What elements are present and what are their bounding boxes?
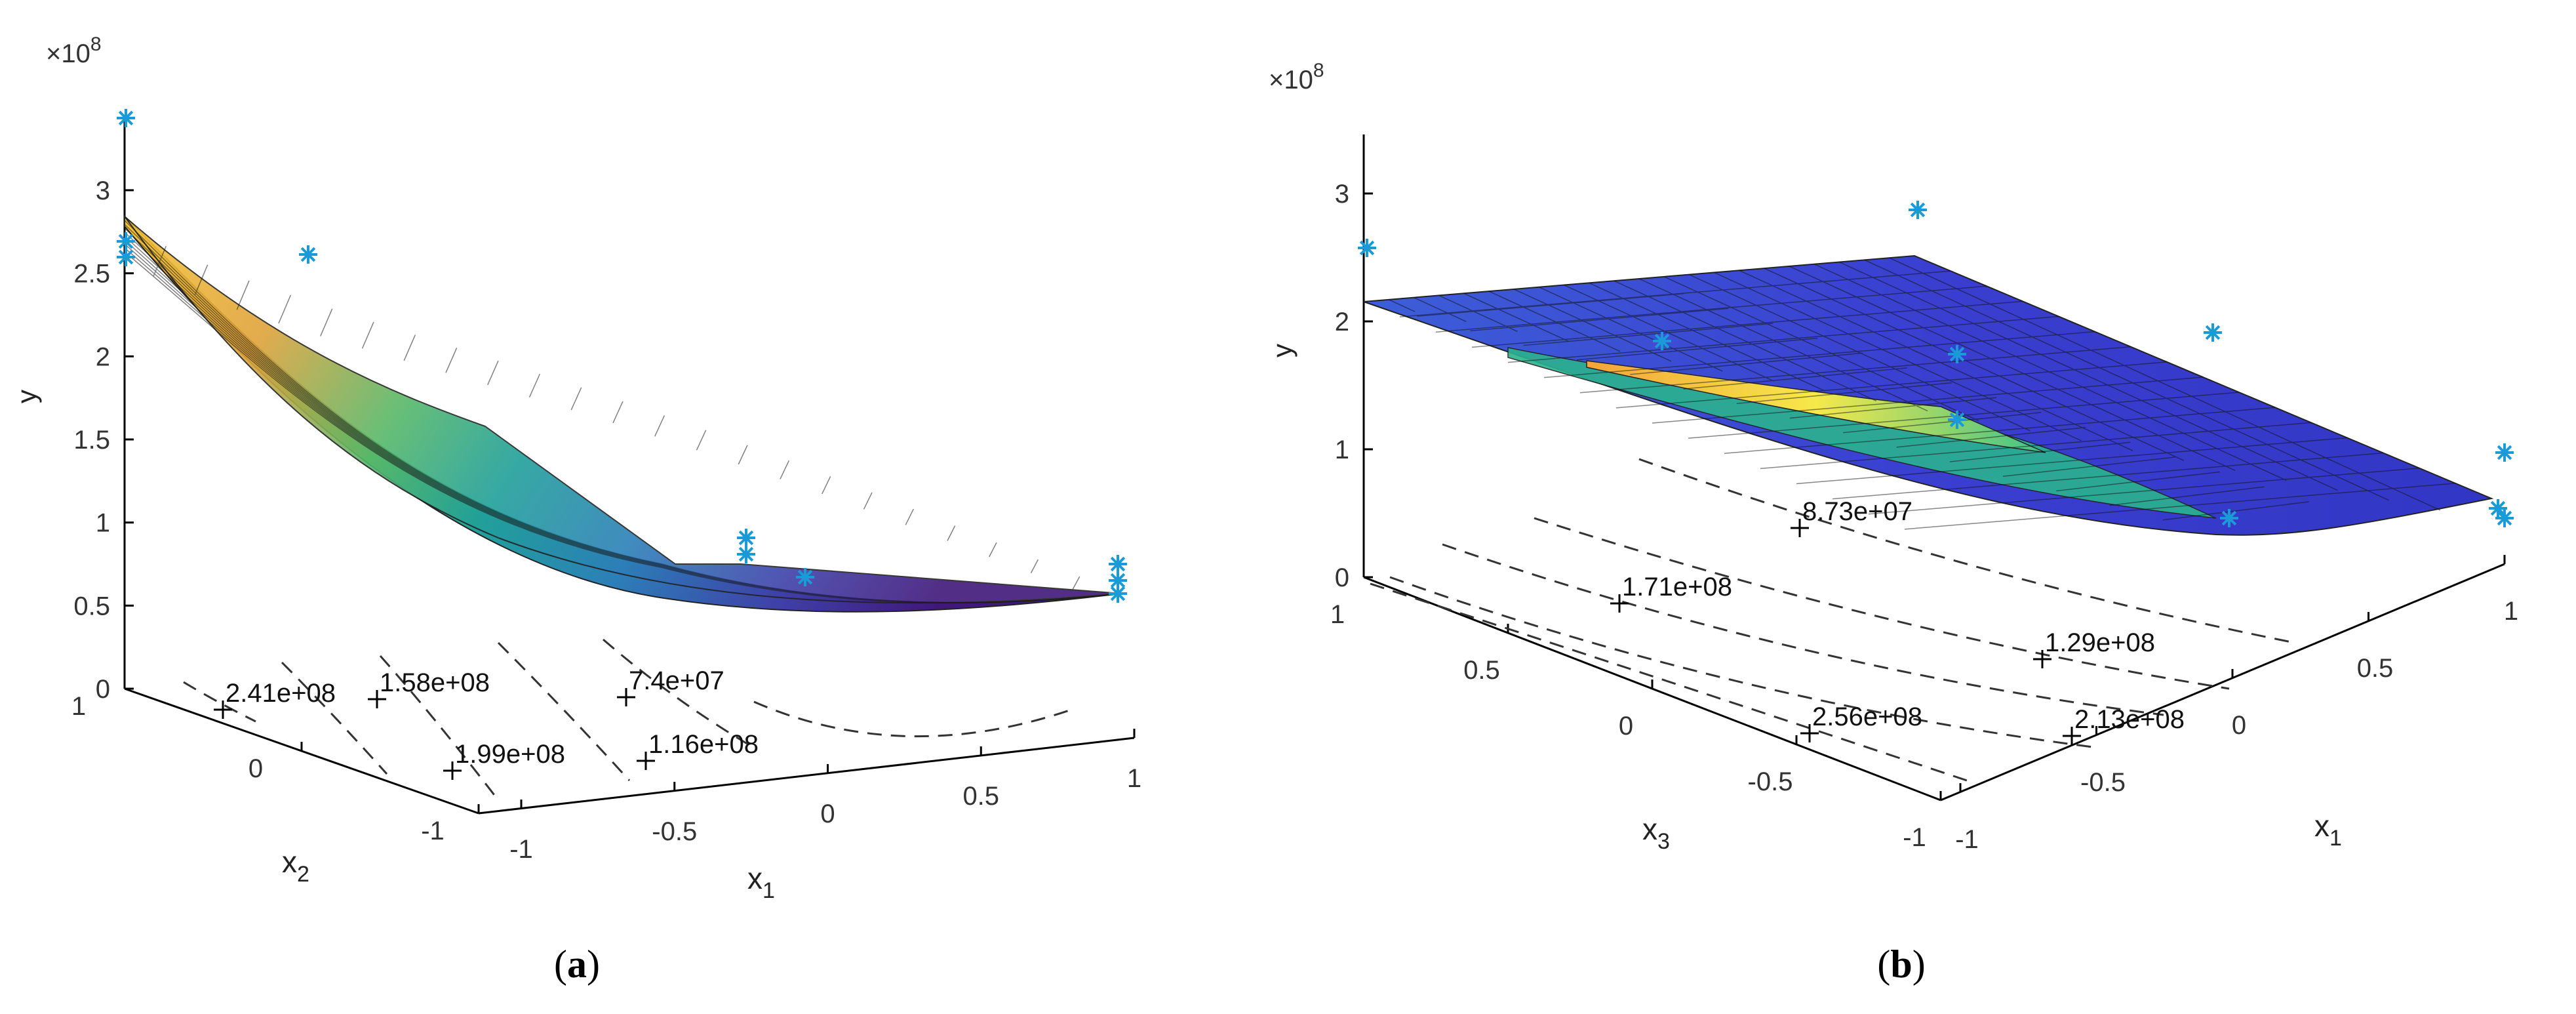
observed-point — [117, 232, 135, 251]
y-tick-label: 0 — [248, 754, 263, 783]
z-tick-label: 2 — [96, 342, 110, 371]
observed-point — [1109, 584, 1127, 603]
observed-point — [737, 545, 755, 563]
contour-label: 1.58e+08 — [368, 668, 490, 708]
y-axis-label-b: x3 — [1642, 812, 1670, 854]
observed-point — [2495, 443, 2514, 462]
observed-point — [1109, 555, 1127, 573]
observed-point — [2204, 323, 2222, 342]
y-ticks-b: 1 0.5 0 -0.5 -1 — [1330, 568, 1942, 852]
x-tick-label: -0.5 — [652, 817, 697, 846]
z-tick-label: 0 — [96, 675, 110, 704]
observed-point — [1948, 345, 1966, 363]
observed-point — [2220, 509, 2238, 527]
y-tick-label: -1 — [1903, 823, 1926, 852]
x-axis-label-a: x1 — [747, 861, 775, 903]
observed-point — [2489, 499, 2507, 517]
x-tick-label: -1 — [509, 835, 533, 864]
contour-lines-b — [1370, 458, 2295, 782]
chart-panel-a: 00.511.522.53 -1-0.500.51 10-1 ×108 y x2… — [11, 33, 1141, 986]
svg-text:1.16e+08: 1.16e+08 — [648, 730, 759, 759]
z-axis-label-a: y — [11, 390, 42, 403]
observed-point — [796, 568, 814, 586]
contour-label: 1.29e+08 — [2033, 628, 2155, 668]
contour-labels-b: 8.73e+07 1.71e+08 1.29e+08 2.13e+08 2.56e+08 — [1610, 497, 2185, 745]
panel-caption-a: (a) — [554, 943, 600, 986]
x-tick-label: 0.5 — [2357, 654, 2394, 683]
observed-point — [117, 248, 135, 266]
z-axis-label-b: y — [1267, 344, 1298, 357]
x-tick-label: 1 — [2504, 597, 2518, 626]
svg-text:1.71e+08: 1.71e+08 — [1622, 573, 1732, 601]
observed-point — [299, 245, 317, 264]
observed-point — [1909, 201, 1927, 219]
x-tick-label: 0.5 — [962, 782, 999, 811]
exponent-label-b: ×108 — [1269, 60, 1324, 94]
z-tick-label: 2 — [1335, 308, 1349, 336]
z-tick-label: 1 — [96, 509, 110, 538]
z-tick-label: 0.5 — [73, 592, 110, 620]
z-tick-label: 2.5 — [73, 260, 110, 289]
y-axis-label-a: x2 — [282, 845, 309, 887]
x-ticks-b: -1 -0.5 0 0.5 1 — [1955, 555, 2518, 854]
x-tick-label: 0 — [2232, 711, 2246, 740]
svg-text:2.41e+08: 2.41e+08 — [226, 679, 336, 708]
observed-points-a — [117, 109, 1127, 603]
contour-label: 1.16e+08 — [637, 730, 759, 770]
y-tick-label: -0.5 — [1748, 767, 1793, 796]
z-tick-label: 1.5 — [73, 426, 110, 455]
x-axis-line-a — [478, 737, 1135, 815]
z-tick-label: 1 — [1335, 436, 1349, 464]
surface-a — [124, 214, 1122, 613]
svg-text:1.99e+08: 1.99e+08 — [455, 740, 565, 769]
z-ticks-a: 0 0.5 1 1.5 2 2.5 3 — [73, 176, 134, 704]
svg-text:1.29e+08: 1.29e+08 — [2045, 628, 2155, 657]
z-tick-label: 0 — [1335, 563, 1349, 592]
svg-text:2.13e+08: 2.13e+08 — [2074, 705, 2185, 734]
observed-point — [2495, 509, 2514, 527]
x-axis-label-b: x1 — [2314, 809, 2342, 851]
contour-label: 2.13e+08 — [2063, 705, 2185, 745]
observed-point — [1948, 411, 1966, 429]
chart-panel-b: 0 1 2 3 -1 -0.5 0 0.5 1 1 0.5 0 -0.5 -1 ×108 y x3 x… — [1267, 60, 2518, 986]
contour-label: 2.56e+08 — [1800, 702, 1922, 742]
x-axis-line-b — [1940, 563, 2505, 801]
y-tick-label: -1 — [421, 817, 445, 845]
contour-label: 2.41e+08 — [214, 679, 336, 719]
z-ticks-b: 0 1 2 3 — [1335, 180, 1373, 592]
svg-text:2.56e+08: 2.56e+08 — [1812, 702, 1922, 731]
svg-text:1.58e+08: 1.58e+08 — [380, 668, 490, 697]
observed-points-b — [1358, 201, 2514, 527]
contour-label: 1.71e+08 — [1610, 573, 1732, 613]
observed-point — [737, 529, 755, 547]
x-tick-label: -1 — [1955, 825, 1979, 854]
observed-point — [1109, 571, 1127, 590]
y-tick-label: 1 — [1330, 600, 1345, 629]
contour-label: 1.99e+08 — [443, 740, 565, 780]
panel-caption-b: (b) — [1877, 943, 1925, 986]
x-tick-label: 0 — [820, 800, 835, 828]
z-tick-label: 3 — [1335, 180, 1349, 209]
y-ticks-a: 1 0 -1 — [71, 679, 480, 845]
x-ticks-a: -1 -0.5 0 0.5 1 — [509, 729, 1141, 864]
y-tick-label: 1 — [71, 692, 86, 721]
contour-labels-a: 2.41e+08 1.58e+08 7.4e+07 1.99e+08 1.16e+08 — [214, 666, 759, 780]
observed-point — [1358, 239, 1376, 257]
svg-text:7.4e+07: 7.4e+07 — [629, 666, 724, 695]
contour-label: 7.4e+07 — [617, 666, 724, 706]
y-tick-label: 0 — [1619, 712, 1633, 740]
contour-lines-a — [183, 638, 1076, 801]
surface-b — [1363, 254, 2494, 536]
contour-label: 8.73e+07 — [1791, 497, 1912, 537]
z-tick-label: 3 — [96, 176, 110, 205]
observed-point — [117, 109, 135, 127]
observed-point — [1653, 332, 1671, 350]
exponent-label-a: ×108 — [46, 33, 102, 68]
x-tick-label: 1 — [1127, 764, 1141, 793]
x-tick-label: -0.5 — [2080, 768, 2126, 797]
y-tick-label: 0.5 — [1463, 656, 1500, 685]
